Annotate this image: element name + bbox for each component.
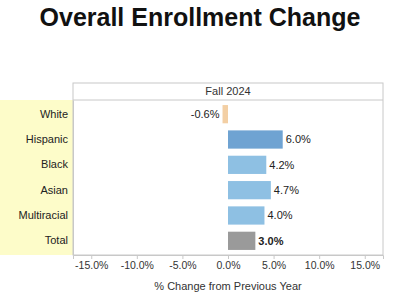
bars <box>223 105 283 250</box>
y-tick: Multiracial <box>18 209 73 221</box>
bar <box>228 156 266 174</box>
x-axis-title: % Change from Previous Year <box>154 280 302 292</box>
y-tick: Hispanic <box>26 133 73 145</box>
bar <box>228 206 264 224</box>
x-tick: -5.0% <box>169 255 196 271</box>
data-labels: -0.6% 6.0% 4.2% 4.7% 4.0% 3.0% <box>191 108 311 247</box>
x-axis: -15.0% -10.0% -5.0% 0.0% 5.0% 10.0% 15.0% <box>74 255 384 271</box>
y-tick-label: Black <box>41 158 68 170</box>
chart: Overall Enrollment Change Fall 2024 -0.6% 6… <box>0 0 400 299</box>
x-tick: -15.0% <box>75 255 108 271</box>
title: Overall Enrollment Change <box>40 3 361 31</box>
bar <box>228 232 255 250</box>
y-axis: White Hispanic Black Asian Multiracial Total <box>18 101 73 256</box>
y-tick-label: Hispanic <box>26 133 69 145</box>
bar <box>228 130 283 148</box>
y-tick-label: Total <box>45 234 68 246</box>
x-tick-label: 0.0% <box>217 259 241 271</box>
y-tick: White <box>40 108 73 120</box>
y-tick: Asian <box>40 184 73 196</box>
data-label: 4.7% <box>274 184 299 196</box>
x-tick-label: -10.0% <box>121 259 154 271</box>
x-tick-mark <box>91 255 92 259</box>
x-tick-label: -5.0% <box>169 259 196 271</box>
x-tick-mark <box>319 255 320 259</box>
bar <box>223 105 228 123</box>
x-tick-label: 10.0% <box>305 259 335 271</box>
x-tick: 10.0% <box>305 255 335 271</box>
data-label: 6.0% <box>286 133 311 145</box>
data-label: 3.0% <box>258 235 283 247</box>
y-tick-label: Multiracial <box>18 209 68 221</box>
x-tick-mark <box>365 255 366 259</box>
x-tick-label: 15.0% <box>350 259 380 271</box>
data-label: 4.2% <box>269 159 294 171</box>
y-tick: Black <box>41 158 73 170</box>
x-tick-label: -15.0% <box>75 259 108 271</box>
x-tick: 15.0% <box>350 255 380 271</box>
bar <box>228 181 271 199</box>
y-tick-label: Asian <box>40 184 68 196</box>
y-axis-line <box>73 101 74 256</box>
header-divider <box>73 100 383 101</box>
y-tick-label: White <box>40 108 68 120</box>
x-tick-mark <box>228 255 229 259</box>
x-tick-label: 5.0% <box>262 259 286 271</box>
subtitle: Fall 2024 <box>205 85 250 97</box>
category-panel <box>0 100 73 255</box>
data-label: -0.6% <box>191 108 220 120</box>
data-label: 4.0% <box>267 209 292 221</box>
x-tick: 5.0% <box>262 255 286 271</box>
x-tick: 0.0% <box>217 255 241 271</box>
x-tick-mark <box>137 255 138 259</box>
x-tick: -10.0% <box>121 255 154 271</box>
x-tick-mark <box>182 255 183 259</box>
x-tick-mark <box>274 255 275 259</box>
plot-frame <box>73 83 383 255</box>
y-tick: Total <box>45 234 73 246</box>
